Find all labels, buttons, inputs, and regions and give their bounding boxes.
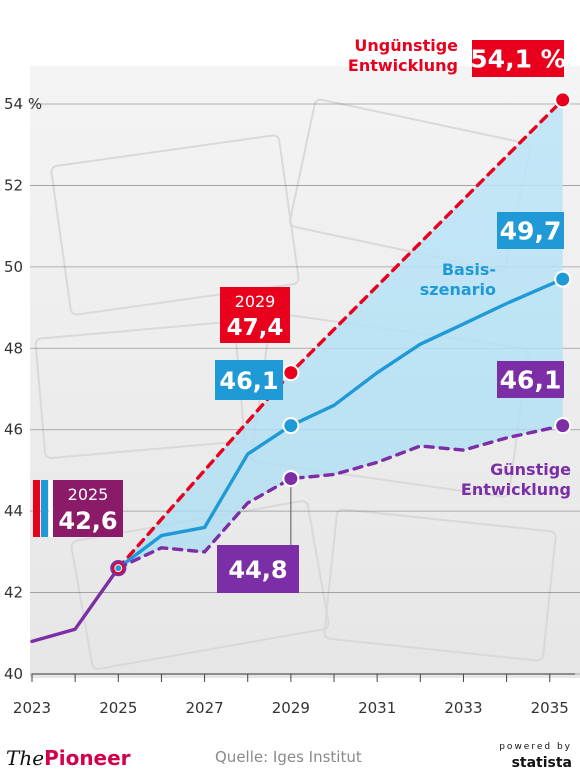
series-label: szenario — [420, 280, 496, 299]
x-tick-label: 2035 — [531, 699, 569, 717]
y-tick-label: 54 % — [4, 95, 42, 113]
series-label: Entwicklung — [348, 56, 458, 75]
brand-name: Pioneer — [44, 746, 131, 770]
x-tick-label: 2033 — [444, 699, 482, 717]
banknote-shape — [50, 134, 300, 316]
value-callout-box — [53, 480, 123, 537]
data-point — [282, 364, 300, 382]
callout-year: 2029 — [235, 292, 276, 311]
data-point — [282, 470, 300, 488]
data-point — [282, 417, 300, 435]
y-tick-label: 42 — [4, 584, 23, 602]
start-point-core — [114, 564, 123, 573]
callout-value: 46,1 — [219, 367, 278, 395]
callout-value: 46,1 — [500, 366, 562, 395]
value-callout-box — [472, 40, 564, 77]
y-tick-label: 46 — [4, 421, 23, 439]
statista-text: statista — [511, 755, 572, 771]
y-tick-label: 50 — [4, 258, 23, 276]
y-tick-label: 52 — [4, 176, 23, 194]
series-label: Entwicklung — [461, 480, 571, 499]
x-tick-label: 2025 — [99, 699, 137, 717]
x-tick-label: 2027 — [185, 699, 223, 717]
scenario-band — [118, 99, 563, 569]
brand-logo: ThePioneer — [6, 746, 131, 770]
powered-by-text: powered by — [499, 742, 572, 752]
source-note: Quelle: Iges Institut — [215, 748, 362, 766]
value-callout-box — [215, 360, 283, 400]
series-line-2 — [116, 423, 565, 570]
stripe-red — [33, 480, 40, 537]
series-group — [30, 91, 572, 644]
y-tick-label: 40 — [4, 665, 23, 683]
callout-year: 2025 — [68, 485, 109, 504]
data-point — [554, 417, 572, 435]
callout-value: 47,4 — [227, 315, 284, 341]
stripe-gap — [49, 480, 53, 537]
data-point — [554, 270, 572, 288]
series-label: Ungünstige — [354, 36, 458, 55]
scenario-area — [118, 99, 563, 569]
statista-logo: powered by statista — [499, 742, 572, 771]
banknote-shape — [323, 508, 557, 662]
data-point — [554, 91, 572, 109]
callout-value: 44,8 — [228, 556, 287, 584]
brand-prefix: The — [6, 746, 45, 770]
x-tick-label: 2023 — [13, 699, 51, 717]
y-tick-label: 44 — [4, 502, 23, 520]
series-label: Basis- — [442, 260, 496, 279]
callout-value: 42,6 — [58, 507, 117, 535]
value-callout-box — [497, 212, 564, 249]
value-callout-box — [497, 361, 564, 398]
callout-value: 49,7 — [500, 217, 562, 246]
x-tick-label: 2029 — [272, 699, 310, 717]
axis-group: 40 42 44 46 48 50 52 54 % 2023 2025 2027 2029 2031 20… — [4, 95, 575, 717]
callout-value: 54,1 % — [470, 45, 565, 74]
x-tick-label: 2031 — [358, 699, 396, 717]
series-label: Günstige — [490, 460, 571, 479]
value-callout-box — [217, 545, 299, 593]
series-line-1 — [116, 277, 565, 570]
y-tick-label: 48 — [4, 339, 23, 357]
value-callout-box — [220, 287, 290, 343]
callout-group: 54,1 % 49,7 46,1 2029 47,4 46,1 44,8 2025 42,6 Un… — [33, 36, 571, 593]
series-line-3 — [30, 566, 120, 644]
stripe-blue — [41, 480, 48, 537]
